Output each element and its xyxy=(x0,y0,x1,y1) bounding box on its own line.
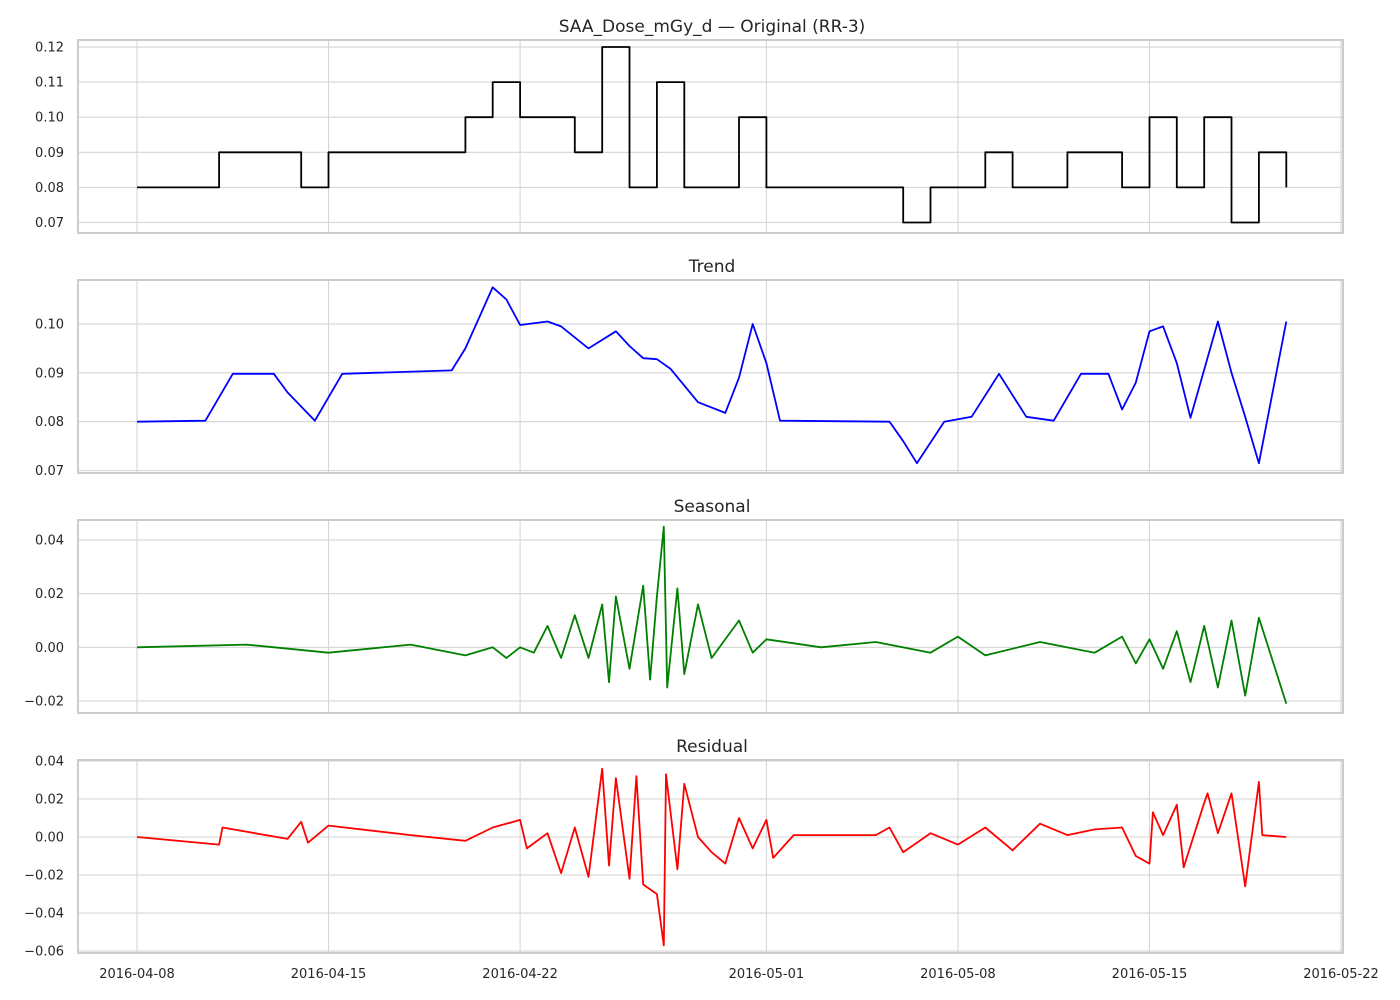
y-tick-label: −0.02 xyxy=(24,869,64,884)
y-tick-label: 0.09 xyxy=(35,366,64,381)
y-tick-label: 0.07 xyxy=(35,464,64,479)
y-tick-label: 0.08 xyxy=(35,415,64,430)
y-tick-label: 0.07 xyxy=(35,216,64,231)
y-tick-label: 0.02 xyxy=(35,587,64,602)
series-line-seasonal xyxy=(136,525,1288,704)
series-line-residual xyxy=(136,767,1287,947)
axes-frame xyxy=(77,759,1344,954)
y-tick-label: 0.10 xyxy=(35,317,64,332)
panel-trend: Trend 0.07 0.08 0.09 0.10 xyxy=(35,257,1344,479)
series-line-original xyxy=(137,46,1288,224)
panel-title-residual: Residual xyxy=(676,737,748,757)
y-tick-label: 0.02 xyxy=(35,792,64,807)
y-tick-label: 0.04 xyxy=(35,754,64,769)
x-tick-label: 2016-05-15 xyxy=(1112,967,1188,982)
panel-residual: Residual −0.06 −0.04 −0.02 0.00 0.02 0.04 2016… xyxy=(24,737,1379,982)
x-tick-label: 2016-05-22 xyxy=(1303,967,1379,982)
y-tick-label: 0.11 xyxy=(35,76,64,91)
y-tick-label: 0.00 xyxy=(35,831,64,846)
x-tick-label: 2016-04-15 xyxy=(291,967,367,982)
x-tick-label: 2016-04-08 xyxy=(99,967,175,982)
panel-title-original: SAA_Dose_mGy_d — Original (RR-3) xyxy=(559,17,866,37)
axes-frame xyxy=(77,39,1344,234)
panel-original: SAA_Dose_mGy_d — Original (RR-3) 0.07 0.0… xyxy=(35,17,1344,234)
y-tick-label: 0.09 xyxy=(35,146,64,161)
y-tick-label: 0.00 xyxy=(35,641,64,656)
y-tick-label: 0.10 xyxy=(35,111,64,126)
x-tick-label: 2016-04-22 xyxy=(482,967,558,982)
panel-title-seasonal: Seasonal xyxy=(674,497,751,517)
y-tick-label: −0.02 xyxy=(24,694,64,709)
y-tick-label: 0.08 xyxy=(35,181,64,196)
panel-seasonal: Seasonal −0.02 0.00 0.02 0.04 xyxy=(24,497,1344,714)
series-line-trend xyxy=(136,286,1288,465)
x-tick-label: 2016-05-01 xyxy=(729,967,805,982)
x-tick-label: 2016-05-08 xyxy=(920,967,996,982)
y-tick-label: 0.04 xyxy=(35,534,64,549)
y-tick-label: −0.06 xyxy=(24,945,64,960)
axes-frame xyxy=(77,279,1344,474)
y-tick-label: −0.04 xyxy=(24,907,64,922)
axes-frame xyxy=(77,519,1344,714)
y-tick-label: 0.12 xyxy=(35,41,64,56)
panel-title-trend: Trend xyxy=(688,257,736,277)
